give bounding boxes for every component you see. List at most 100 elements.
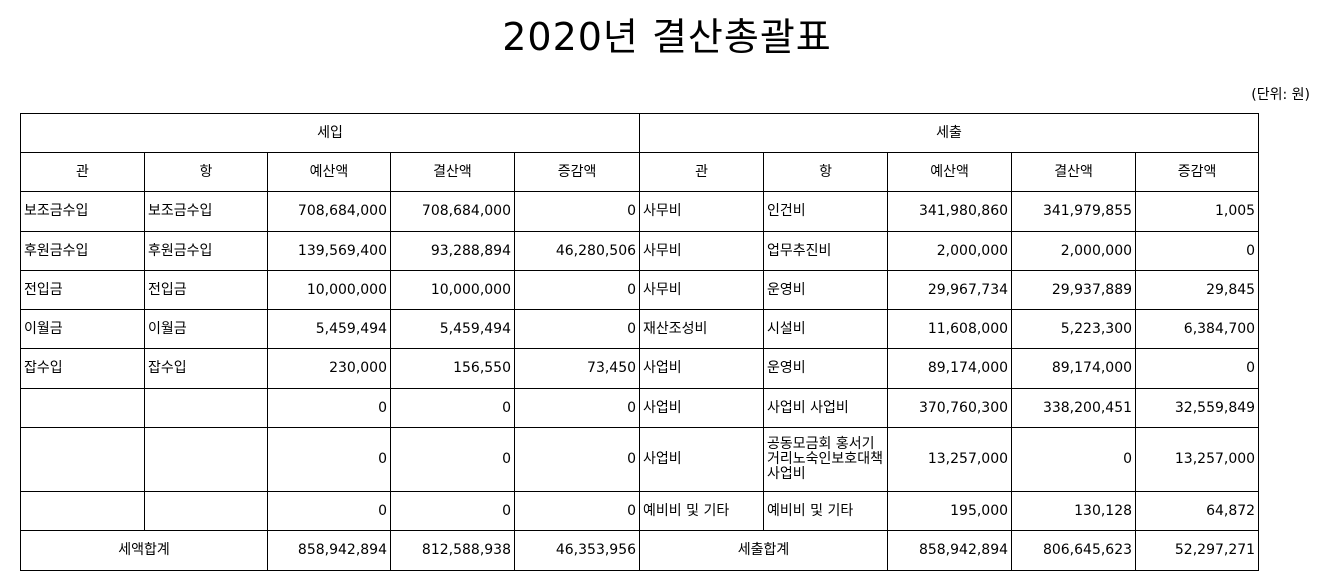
table-cell: 52,297,271 [1135,530,1260,571]
table-cell [20,388,145,428]
table-cell: 사업비 [639,348,765,389]
table-cell: 29,967,734 [887,270,1013,310]
table-cell: 0 [1011,427,1137,492]
table-cell: 결산액 [1011,152,1137,192]
table-row: 0 0 0 예비비 및 기타 예비비 및 기타 195,000 130,128 64,872 [20,491,1260,531]
table-cell: 운영비 [763,270,889,310]
table-cell: 후원금수입 [144,231,268,271]
table-cell: 전입금 [20,270,145,310]
table-cell: 0 [390,427,515,492]
table-cell: 858,942,894 [267,530,391,571]
table-cell: 5,459,494 [267,309,391,349]
table-cell: 세출 [639,113,1260,153]
table-cell: 338,200,451 [1011,388,1137,428]
table-row: 세입 세출 [19,113,1260,153]
table-cell: 341,980,860 [887,191,1013,232]
table-cell: 세출합계 [639,530,889,571]
table-cell: 항 [144,152,268,192]
table-cell [144,491,268,531]
table-cell: 재산조성비 [639,309,765,349]
table-cell: 예비비 및 기타 [763,491,889,531]
table-cell: 708,684,000 [390,191,515,232]
table-row: 관 항 예산액 결산액 증감액 관 항 예산액 결산액 증감액 [20,152,1260,192]
table-cell [144,388,268,428]
table-row: 세액합계 858,942,894 812,588,938 46,353,956 세출합계… [20,530,1260,571]
table-cell: 93,288,894 [390,231,515,271]
table-cell: 0 [1135,348,1260,389]
table-cell: 0 [513,388,641,428]
table-cell: 보조금수입 [20,191,145,232]
table-cell: 812,588,938 [390,530,515,571]
table-cell: 업무추진비 [763,231,889,271]
table-row: 보조금수입 보조금수입 708,684,000 708,684,000 0 사무비 인건비 3… [20,191,1260,232]
table-row: 후원금수입 후원금수입 139,569,400 93,288,894 46,280,50… [20,231,1260,271]
table-cell: 73,450 [513,348,641,389]
table-cell: 사업비 [639,427,765,492]
table-cell: 사무비 [639,270,765,310]
table-row: 0 0 0 사업비 공동모금회 홍서기거리노숙인보호대책 사업비 13,257,000 0 1… [20,427,1260,492]
table-cell: 세입 [19,113,641,153]
table-row: 전입금 전입금 10,000,000 10,000,000 0 사무비 운영비 29,967,… [20,270,1260,310]
unit-note: (단위: 원) [1251,87,1310,103]
table-cell: 이월금 [20,309,145,349]
table-cell: 운영비 [763,348,889,389]
table-cell: 0 [1135,231,1260,271]
table-cell: 0 [390,388,515,428]
table-cell: 2,000,000 [1011,231,1137,271]
table-cell: 예산액 [267,152,391,192]
table-cell: 13,257,000 [887,427,1013,492]
table-cell: 0 [513,427,641,492]
table-row: 이월금 이월금 5,459,494 5,459,494 0 재산조성비 시설비 11,608,… [20,309,1260,349]
table-cell: 잡수입 [144,348,268,389]
table-cell: 5,223,300 [1011,309,1137,349]
table-cell: 10,000,000 [390,270,515,310]
table-cell: 0 [267,427,391,492]
table-cell: 0 [267,388,391,428]
table-cell: 0 [513,491,641,531]
table-cell: 29,937,889 [1011,270,1137,310]
table-cell: 항 [763,152,889,192]
table-cell: 결산액 [390,152,515,192]
table-cell: 보조금수입 [144,191,268,232]
table-cell: 사업비 사업비 [763,388,889,428]
table-cell: 806,645,623 [1011,530,1137,571]
table-cell: 11,608,000 [887,309,1013,349]
table-cell: 89,174,000 [887,348,1013,389]
table-cell: 증감액 [1135,152,1260,192]
table-cell: 이월금 [144,309,268,349]
table-cell: 0 [513,270,641,310]
table-cell: 사무비 [639,231,765,271]
table-cell: 139,569,400 [267,231,391,271]
table-cell: 잡수입 [20,348,145,389]
table-cell: 0 [390,491,515,531]
table-row: 잡수입 잡수입 230,000 156,550 73,450 사업비 운영비 89,174,0… [20,348,1260,389]
table-cell: 46,280,506 [513,231,641,271]
table-cell: 관 [639,152,765,192]
table-cell: 0 [267,491,391,531]
table-cell: 46,353,956 [513,530,641,571]
table-cell: 32,559,849 [1135,388,1260,428]
title: 2020년 결산총괄표 [502,15,832,59]
table-cell: 195,000 [887,491,1013,531]
table-cell [20,491,145,531]
table-cell: 사업비 [639,388,765,428]
table-cell: 시설비 [763,309,889,349]
table-cell: 전입금 [144,270,268,310]
table-cell: 89,174,000 [1011,348,1137,389]
table-cell: 230,000 [267,348,391,389]
table-cell: 10,000,000 [267,270,391,310]
table-cell [20,427,145,492]
table-cell: 예비비 및 기타 [639,491,765,531]
table-cell: 1,005 [1135,191,1260,232]
table-cell: 사무비 [639,191,765,232]
table-cell: 세액합계 [20,530,268,571]
table-cell: 인건비 [763,191,889,232]
table-cell: 156,550 [390,348,515,389]
table-row: 0 0 0 사업비 사업비 사업비 370,760,300 338,200,451 32,55… [20,388,1260,428]
table-cell: 증감액 [513,152,641,192]
table-cell: 341,979,855 [1011,191,1137,232]
table-cell: 29,845 [1135,270,1260,310]
summary-table: 세입 세출 관 항 예산액 결산액 증감액 관 항 예산액 결산액 증감액 보조금수입 보조금수입 708,… [19,113,1260,571]
table-cell: 2,000,000 [887,231,1013,271]
